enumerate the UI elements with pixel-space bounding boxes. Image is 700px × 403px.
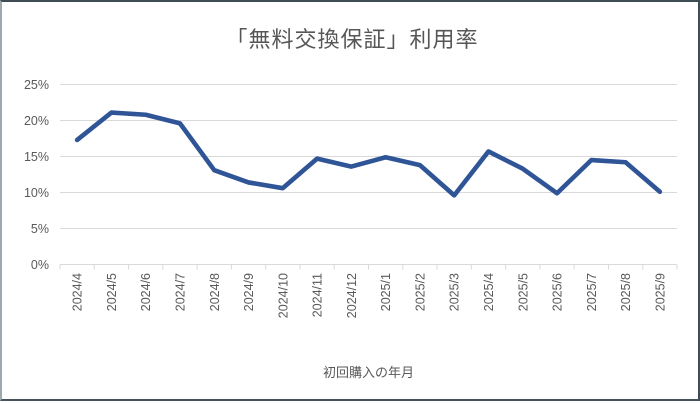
y-tick-label: 10% bbox=[24, 186, 49, 200]
x-tick-label: 2025/8 bbox=[619, 273, 633, 311]
x-tick-label: 2024/5 bbox=[105, 273, 119, 311]
x-axis-title: 初回購入の年月 bbox=[322, 365, 414, 380]
x-tick-label: 2025/1 bbox=[379, 273, 393, 311]
y-tick-label: 25% bbox=[24, 78, 49, 92]
y-tick-label: 5% bbox=[31, 222, 49, 236]
x-tick-label: 2025/7 bbox=[585, 273, 599, 311]
x-tick-label: 2024/9 bbox=[242, 273, 256, 311]
x-tick-label: 2024/8 bbox=[208, 273, 222, 311]
x-tick-label: 2025/2 bbox=[413, 273, 427, 311]
y-tick-label: 20% bbox=[24, 114, 49, 128]
x-tick-label: 2025/4 bbox=[482, 273, 496, 311]
x-tick-label: 2024/10 bbox=[276, 273, 290, 318]
data-series-line bbox=[74, 110, 663, 198]
x-tick-label: 2024/12 bbox=[345, 273, 359, 318]
x-tick-label: 2025/3 bbox=[448, 273, 462, 311]
y-tick-label: 0% bbox=[31, 258, 49, 272]
x-tick-label: 2024/11 bbox=[311, 273, 325, 317]
x-tick-label: 2025/9 bbox=[653, 273, 667, 311]
x-tick-label: 2024/6 bbox=[139, 273, 153, 311]
x-tick-label: 2025/6 bbox=[551, 273, 565, 311]
x-tick-label: 2024/7 bbox=[173, 273, 187, 311]
y-tick-label: 15% bbox=[24, 150, 49, 164]
x-tick-label: 2024/4 bbox=[71, 273, 85, 311]
chart-title: 「無料交換保証」利用率 bbox=[225, 27, 479, 52]
x-tick-label: 2025/5 bbox=[516, 273, 530, 311]
